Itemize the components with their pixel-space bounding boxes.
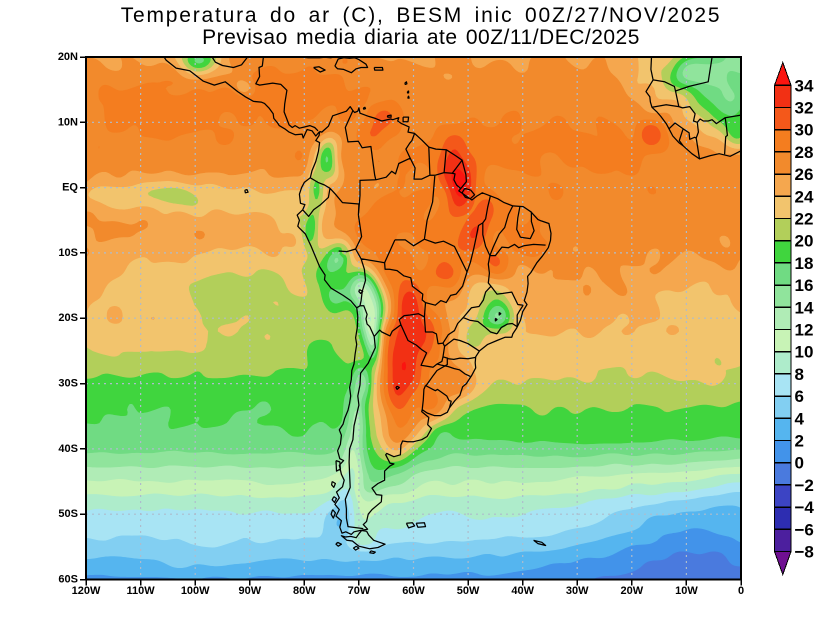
svg-text:80W: 80W — [293, 585, 316, 597]
svg-text:10S: 10S — [58, 247, 78, 259]
svg-text:40S: 40S — [58, 443, 78, 455]
svg-text:90W: 90W — [238, 585, 261, 597]
svg-text:100W: 100W — [181, 585, 210, 597]
svg-text:18: 18 — [795, 254, 814, 273]
svg-text:12: 12 — [795, 321, 814, 340]
svg-text:20S: 20S — [58, 312, 78, 324]
svg-text:0: 0 — [795, 454, 804, 473]
svg-text:16: 16 — [795, 276, 814, 295]
svg-text:22: 22 — [795, 210, 814, 229]
svg-text:120W: 120W — [72, 585, 101, 597]
svg-text:10N: 10N — [58, 116, 78, 128]
svg-text:EQ: EQ — [62, 182, 78, 194]
svg-text:−8: −8 — [795, 543, 814, 562]
svg-text:20N: 20N — [58, 51, 78, 63]
svg-text:10W: 10W — [675, 585, 698, 597]
svg-text:32: 32 — [795, 99, 814, 118]
svg-text:28: 28 — [795, 143, 814, 162]
svg-text:60W: 60W — [402, 585, 425, 597]
svg-text:30: 30 — [795, 121, 814, 140]
svg-text:−6: −6 — [795, 520, 814, 539]
svg-text:−4: −4 — [795, 498, 815, 517]
svg-text:−2: −2 — [795, 476, 814, 495]
svg-text:14: 14 — [795, 298, 814, 317]
svg-text:6: 6 — [795, 387, 804, 406]
svg-text:40W: 40W — [511, 585, 534, 597]
svg-text:0: 0 — [738, 585, 744, 597]
svg-text:26: 26 — [795, 165, 814, 184]
svg-text:Temperatura do ar (C), BESM in: Temperatura do ar (C), BESM inic 00Z/27/… — [121, 4, 722, 27]
svg-text:34: 34 — [795, 76, 814, 95]
svg-text:4: 4 — [795, 409, 805, 428]
svg-text:60S: 60S — [58, 574, 78, 586]
svg-text:20: 20 — [795, 232, 814, 251]
svg-text:110W: 110W — [127, 585, 156, 597]
svg-text:50S: 50S — [58, 508, 78, 520]
svg-text:50W: 50W — [457, 585, 480, 597]
svg-text:24: 24 — [795, 187, 814, 206]
svg-text:70W: 70W — [348, 585, 371, 597]
svg-text:8: 8 — [795, 365, 804, 384]
svg-text:Previsao media diaria ate 00Z/: Previsao media diaria ate 00Z/11/DEC/202… — [202, 26, 640, 49]
svg-text:2: 2 — [795, 432, 804, 451]
svg-text:30W: 30W — [566, 585, 589, 597]
svg-text:10: 10 — [795, 343, 814, 362]
svg-text:20W: 20W — [620, 585, 643, 597]
svg-text:30S: 30S — [58, 378, 78, 390]
